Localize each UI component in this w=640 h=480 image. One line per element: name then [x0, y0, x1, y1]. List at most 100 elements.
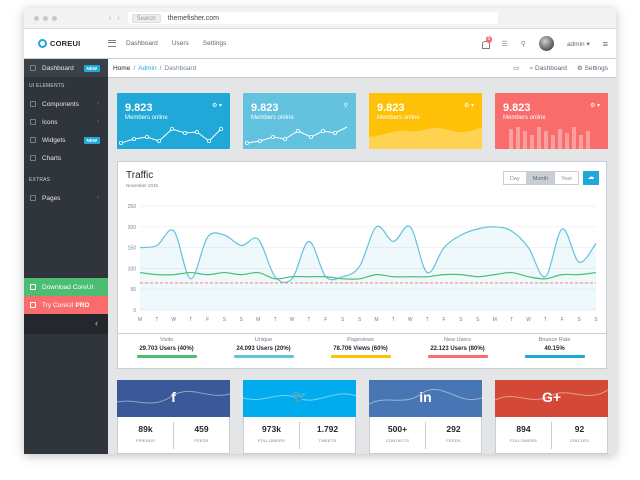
- wave-path: [243, 393, 356, 401]
- top-nav-users[interactable]: Users: [171, 40, 189, 47]
- twitter-icon: 🐦: [292, 389, 307, 403]
- summary-name: Pageviews: [347, 337, 374, 343]
- summary-value: 78.706 Views (60%): [333, 346, 388, 352]
- try-pro-button[interactable]: Try CoreUI PRO: [24, 296, 108, 314]
- location-pin-icon[interactable]: ⚲: [343, 103, 348, 109]
- summary-value: 40.15%: [544, 346, 565, 352]
- breadcrumb-dashboard-label: Dashboard: [535, 65, 567, 72]
- speedometer-icon: [30, 65, 36, 71]
- stat-card-primary: 9.823 Members online ⚙ ▾: [117, 93, 230, 149]
- main-content: 9.823 Members online ⚙ ▾ 9.823 Members o…: [108, 78, 616, 454]
- x-tick-label: F: [324, 317, 327, 323]
- summary-name: Unique: [254, 337, 273, 343]
- maximize-dot[interactable]: [52, 15, 57, 21]
- stat-card-info: 9.823 Members online ⚲: [243, 93, 356, 149]
- location-pin-icon[interactable]: ⚲: [520, 40, 526, 48]
- list-icon[interactable]: ☰: [501, 40, 508, 48]
- sparkline-point: [321, 129, 326, 134]
- social-wave: [117, 390, 230, 404]
- sidebar-item-charts[interactable]: Charts: [24, 149, 108, 167]
- aside-menu-icon[interactable]: ≡: [602, 38, 608, 49]
- search-pill[interactable]: Search: [131, 13, 161, 23]
- breadcrumb-home[interactable]: Home: [113, 64, 131, 72]
- chevron-left-icon: ‹: [97, 119, 99, 125]
- sidebar-item-label: Components: [42, 100, 79, 108]
- sparkline-point: [195, 130, 200, 135]
- try-pro-label: Try CoreUI PRO: [42, 302, 89, 309]
- social-count: 292: [446, 424, 461, 434]
- breadcrumb-settings-label: Settings: [584, 65, 609, 72]
- period-month-button[interactable]: Month: [525, 171, 556, 185]
- breadcrumb: Home / Admin / Dashboard ▭ ⌁ Dashboard ⚙…: [108, 59, 616, 78]
- summary-new-users: New Users 22.123 Users (80%): [409, 337, 506, 358]
- settings-dropdown-icon[interactable]: ⚙ ▾: [589, 103, 600, 109]
- bar: [565, 133, 569, 149]
- progress-bar: [524, 355, 585, 358]
- top-nav-settings[interactable]: Settings: [202, 40, 227, 47]
- summary-value: 29.703 Users (40%): [139, 346, 194, 352]
- stat-value: 9.823: [125, 102, 153, 114]
- x-tick-label: F: [561, 317, 564, 323]
- divider: [299, 422, 300, 449]
- sidebar-toggle-icon[interactable]: [108, 40, 116, 47]
- breadcrumb-dashboard-link[interactable]: ⌁ Dashboard: [529, 65, 567, 72]
- x-tick-label: W: [408, 317, 413, 323]
- avatar[interactable]: [538, 36, 554, 51]
- area-fill: [369, 127, 482, 149]
- user-menu[interactable]: admin ▾: [566, 40, 590, 48]
- social-stat: 1.792 TWEETS: [300, 424, 355, 443]
- x-tick-label: M: [374, 317, 378, 323]
- download-coreui-button[interactable]: Download CoreUI: [24, 278, 108, 296]
- social-label: FOLLOWERS: [258, 438, 285, 443]
- stat-value: 9.823: [251, 102, 279, 114]
- sidebar-item-components[interactable]: Components ‹: [24, 95, 108, 113]
- sidebar-item-pages[interactable]: Pages ‹: [24, 189, 108, 207]
- back-forward-icons[interactable]: ‹ ›: [109, 14, 122, 22]
- stat-card-danger: 9.823 Members online ⚙ ▾: [495, 93, 608, 149]
- breadcrumb-admin[interactable]: Admin: [138, 64, 157, 72]
- x-tick-label: W: [290, 317, 295, 323]
- browser-window: ‹ › Search themefisher.com COREUI Dashbo…: [24, 8, 616, 454]
- sparkline-point: [157, 138, 162, 143]
- summary-value: 24.093 Users (20%): [236, 346, 291, 352]
- sidebar-item-icons[interactable]: Icons ‹: [24, 113, 108, 131]
- bell-icon[interactable]: 5: [481, 35, 493, 49]
- social-count: 1.792: [316, 424, 339, 434]
- bar: [558, 129, 562, 149]
- sparkline-point: [207, 138, 212, 143]
- breadcrumb-menu: ▭ ⌁ Dashboard ⚙ Settings: [513, 64, 616, 72]
- bar: [551, 135, 555, 149]
- settings-dropdown-icon[interactable]: ⚙ ▾: [463, 103, 474, 109]
- social-stat: 92 CIRCLES: [552, 424, 607, 443]
- period-year-button[interactable]: Year: [554, 171, 580, 185]
- sparkline-point: [219, 127, 224, 132]
- minimize-dot[interactable]: [43, 15, 48, 21]
- sidebar-item-dashboard[interactable]: Dashboard NEW: [24, 59, 108, 77]
- top-nav-dashboard[interactable]: Dashboard: [126, 40, 158, 47]
- divider: [173, 422, 174, 449]
- social-label: CIRCLES: [570, 438, 589, 443]
- x-tick-label: S: [341, 317, 345, 323]
- breadcrumb-settings-link[interactable]: ⚙ Settings: [576, 65, 609, 72]
- close-dot[interactable]: [34, 15, 39, 21]
- summary-value: 22.123 Users (80%): [430, 346, 485, 352]
- stat-area-chart: [369, 127, 482, 149]
- window-controls: [34, 15, 57, 21]
- sidebar-item-widgets[interactable]: Widgets NEW: [24, 131, 108, 149]
- series-line: [139, 225, 597, 284]
- bar: [586, 131, 590, 149]
- y-tick-label: 0: [133, 308, 136, 314]
- address-bar[interactable]: Search themefisher.com: [127, 12, 498, 24]
- settings-dropdown-icon[interactable]: ⚙ ▾: [211, 103, 222, 109]
- x-tick-label: T: [189, 317, 192, 323]
- period-day-button[interactable]: Day: [503, 171, 527, 185]
- brand-logo[interactable]: COREUI: [24, 39, 108, 48]
- bar: [509, 129, 513, 149]
- sparkline-point: [333, 130, 338, 135]
- speech-icon[interactable]: ▭: [513, 65, 520, 72]
- sidebar-minimizer[interactable]: ‹: [24, 314, 108, 334]
- cloud-download-icon[interactable]: ☁: [583, 171, 599, 185]
- stat-label: Members online: [503, 115, 546, 121]
- star-icon: [30, 195, 36, 201]
- x-tick-label: T: [426, 317, 429, 323]
